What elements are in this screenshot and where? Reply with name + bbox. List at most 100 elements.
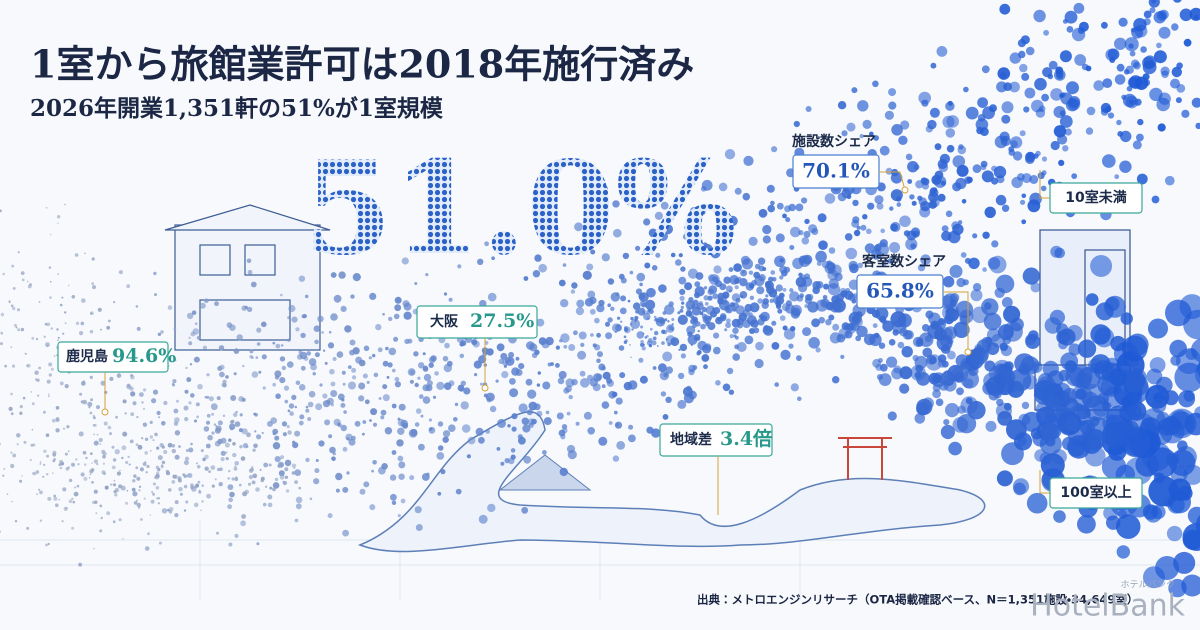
- dot: [953, 321, 970, 338]
- dot: [414, 506, 422, 514]
- dot: [93, 433, 95, 436]
- dot: [879, 145, 890, 156]
- dot: [755, 341, 764, 351]
- dot: [896, 202, 902, 207]
- dot: [99, 529, 103, 533]
- dot: [733, 334, 737, 338]
- dot: [825, 319, 832, 326]
- dot: [893, 365, 902, 374]
- dot: [418, 362, 425, 369]
- dot: [125, 460, 129, 465]
- dot: [717, 298, 724, 305]
- dot: [206, 493, 212, 499]
- dot: [500, 461, 505, 466]
- dot: [770, 270, 776, 275]
- dot: [275, 343, 281, 349]
- dot: [254, 430, 257, 433]
- dot: [17, 328, 21, 332]
- dot: [526, 409, 533, 416]
- dot: [183, 460, 189, 466]
- dot: [698, 301, 703, 306]
- dot: [43, 449, 47, 453]
- dot: [165, 469, 169, 473]
- dot: [280, 455, 285, 460]
- dot: [454, 402, 459, 407]
- dot: [235, 410, 238, 414]
- dot: [937, 193, 946, 202]
- dot: [183, 484, 188, 489]
- dot: [400, 498, 406, 504]
- dot: [241, 514, 247, 519]
- dot: [14, 520, 18, 523]
- dot: [598, 436, 608, 446]
- dot: [1001, 114, 1011, 124]
- dot: [52, 418, 56, 423]
- dot: [362, 432, 365, 436]
- dot: [584, 297, 594, 307]
- dot: [337, 393, 345, 401]
- dot: [692, 299, 699, 306]
- dot: [336, 351, 344, 358]
- dot: [691, 304, 696, 309]
- dot: [293, 467, 296, 470]
- dot: [537, 371, 541, 375]
- dot: [485, 429, 491, 434]
- dot: [1056, 72, 1064, 80]
- dot: [701, 354, 710, 362]
- leader-line: [1039, 170, 1050, 199]
- dot: [378, 397, 382, 400]
- dot: [331, 456, 335, 461]
- dot: [1173, 0, 1182, 3]
- dot: [380, 409, 387, 416]
- dot: [729, 289, 732, 293]
- dot: [1009, 52, 1021, 64]
- dot: [828, 314, 835, 321]
- dot: [109, 376, 114, 381]
- dot: [545, 410, 550, 415]
- dot: [432, 395, 437, 399]
- dot: [95, 512, 98, 514]
- dot: [49, 233, 52, 236]
- dot: [352, 375, 357, 380]
- dot: [39, 462, 42, 465]
- dot: [884, 110, 895, 120]
- dot: [646, 287, 656, 298]
- dot: [785, 217, 791, 223]
- dot: [935, 398, 944, 407]
- dot: [194, 485, 198, 489]
- dot: [940, 424, 956, 440]
- dot: [1041, 156, 1048, 162]
- dot: [534, 349, 540, 355]
- dot: [281, 365, 287, 371]
- dot: [658, 363, 667, 373]
- dot: [16, 433, 21, 438]
- dot: [265, 485, 268, 488]
- dot: [817, 213, 827, 223]
- dot: [1062, 145, 1069, 152]
- dot: [422, 352, 426, 356]
- dot: [12, 453, 17, 458]
- dot: [890, 223, 898, 232]
- dot: [214, 440, 221, 447]
- dot: [85, 456, 88, 460]
- dot: [50, 327, 53, 330]
- dot: [227, 504, 233, 510]
- dot: [373, 422, 377, 427]
- dot: [74, 486, 76, 489]
- dot: [208, 470, 212, 473]
- dot: [274, 477, 279, 482]
- dot: [0, 312, 5, 317]
- dot: [262, 386, 266, 390]
- dot: [896, 196, 902, 202]
- dot: [186, 377, 192, 383]
- dot: [1149, 7, 1156, 14]
- dot: [694, 281, 701, 288]
- dot: [0, 331, 4, 335]
- dot: [677, 372, 685, 380]
- dot: [179, 492, 183, 496]
- dot: [774, 382, 779, 387]
- dot: [287, 316, 290, 320]
- dot: [1053, 510, 1066, 523]
- dot: [1078, 21, 1089, 32]
